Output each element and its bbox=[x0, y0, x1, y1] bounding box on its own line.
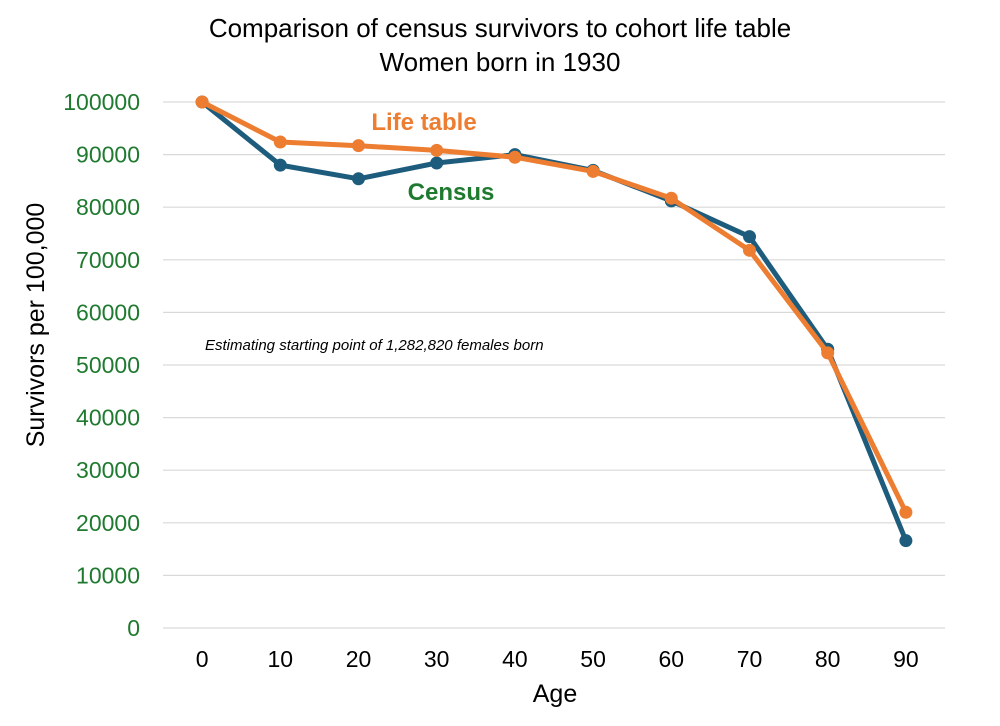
x-tick-label: 90 bbox=[893, 646, 919, 672]
census-series-label: Census bbox=[408, 179, 495, 206]
life-table-data-point bbox=[821, 346, 835, 360]
x-tick-label: 60 bbox=[659, 646, 685, 672]
census-data-point bbox=[743, 230, 756, 244]
life-table-series-label: Life table bbox=[371, 109, 476, 136]
life-table-data-point bbox=[586, 164, 600, 178]
life-table-data-point bbox=[743, 243, 756, 257]
gridlines bbox=[163, 101, 945, 629]
x-axis-label: Age bbox=[533, 680, 577, 708]
census-data-point bbox=[899, 534, 913, 548]
x-tick-label: 30 bbox=[424, 646, 450, 672]
y-tick-label: 20000 bbox=[76, 510, 140, 536]
census-data-point bbox=[352, 172, 365, 186]
y-tick-label: 40000 bbox=[76, 405, 140, 431]
life-table-data-point bbox=[352, 139, 365, 153]
y-tick-label: 80000 bbox=[76, 194, 140, 220]
census-data-point bbox=[430, 156, 444, 170]
x-tick-label: 70 bbox=[737, 646, 763, 672]
y-axis-label: Survivors per 100,000 bbox=[22, 203, 50, 448]
life-table-data-point bbox=[430, 143, 444, 157]
y-tick-label: 10000 bbox=[76, 562, 140, 588]
life-table-data-point bbox=[899, 505, 913, 519]
life-table-series-line bbox=[199, 99, 909, 515]
x-tick-label: 0 bbox=[196, 646, 209, 672]
x-axis-ticks: 0 10 20 30 40 50 60 70 80 90 bbox=[196, 646, 919, 672]
life-table-data-point bbox=[273, 135, 287, 149]
x-tick-label: 40 bbox=[502, 646, 528, 672]
census-data-point bbox=[273, 158, 287, 172]
chart-subtitle: Women born in 1930 bbox=[380, 47, 621, 77]
chart-title: Comparison of census survivors to cohort… bbox=[209, 13, 791, 43]
y-tick-label: 90000 bbox=[76, 142, 140, 168]
x-tick-label: 80 bbox=[815, 646, 841, 672]
chart-annotation: Estimating starting point of 1,282,820 f… bbox=[205, 337, 544, 354]
census-series-line bbox=[199, 99, 909, 544]
x-tick-label: 50 bbox=[580, 646, 606, 672]
y-axis-ticks: 0 10000 20000 30000 40000 50000 60000 70000 8000… bbox=[63, 89, 140, 641]
y-tick-label: 0 bbox=[127, 615, 140, 641]
y-tick-label: 70000 bbox=[76, 247, 140, 273]
x-tick-label: 10 bbox=[268, 646, 294, 672]
y-tick-label: 30000 bbox=[76, 457, 140, 483]
life-table-data-point bbox=[508, 150, 522, 164]
plot-series bbox=[195, 95, 913, 548]
y-tick-label: 50000 bbox=[76, 352, 140, 378]
life-table-data-point bbox=[664, 191, 678, 205]
y-tick-label: 100000 bbox=[63, 89, 140, 115]
x-tick-label: 20 bbox=[346, 646, 372, 672]
y-tick-label: 60000 bbox=[76, 299, 140, 325]
life-table-data-point bbox=[195, 95, 209, 109]
